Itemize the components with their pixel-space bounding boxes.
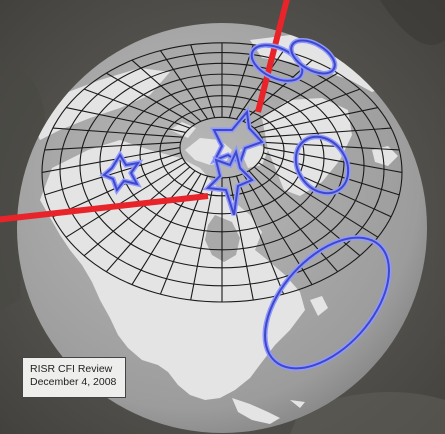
grid-meridian	[263, 147, 403, 173]
footprint-ellipse-baffin	[293, 134, 351, 196]
grid-meridian	[65, 107, 186, 133]
footprint-star-north	[209, 105, 267, 167]
grid-meridian	[254, 88, 361, 129]
grid-meridian	[235, 175, 285, 295]
grid-meridian	[261, 157, 392, 218]
grid-meridian	[44, 152, 181, 196]
grid-meridian	[258, 107, 379, 133]
grid-meridian	[83, 88, 190, 129]
grid-meridian	[159, 50, 209, 120]
radar-beam-west	[0, 193, 209, 223]
caption-date: December 4, 2008	[30, 376, 117, 388]
grid-meridian	[105, 170, 196, 273]
grid-meridian	[248, 170, 339, 273]
grid-meridian	[83, 166, 191, 257]
grid-meridian	[131, 173, 202, 285]
ellipse-footprints	[249, 38, 392, 371]
grid-meridian	[131, 59, 202, 122]
footprint-ellipse-greenland-b	[288, 38, 338, 76]
footprint-star-west	[99, 150, 144, 196]
grid-meridian	[106, 72, 196, 125]
grid-meridian	[65, 162, 186, 238]
grid-meridian	[52, 127, 183, 138]
grid-meridian	[261, 127, 392, 138]
grid-meridian	[263, 152, 400, 196]
land-siberia	[30, 68, 170, 140]
land-greenland	[262, 98, 352, 196]
grid-meridian	[190, 44, 216, 118]
caption-title: RISR CFI Review	[30, 363, 113, 375]
land-iceland	[372, 146, 398, 166]
grid-meridian	[263, 141, 400, 151]
grid-meridian	[41, 147, 181, 173]
land-newfoundland	[310, 296, 328, 316]
grid-meridian	[258, 162, 379, 238]
caption-box: RISR CFI Review December 4, 2008	[22, 357, 126, 398]
polar-grid	[41, 42, 403, 303]
grid-meridian	[190, 177, 216, 301]
grid-meridian	[44, 141, 181, 151]
star-footprints	[99, 105, 267, 216]
grid-meridian	[235, 50, 285, 120]
terrain-patch	[380, 0, 445, 45]
footprint-star-south	[202, 144, 257, 216]
footprint-ellipse-greenland-a	[249, 42, 305, 84]
grid-meridian	[228, 177, 254, 301]
grid-meridian	[248, 72, 338, 125]
footprint-ellipse-atlantic	[262, 235, 392, 371]
radar-beam-north	[255, 0, 290, 113]
land-central-america	[232, 398, 305, 424]
